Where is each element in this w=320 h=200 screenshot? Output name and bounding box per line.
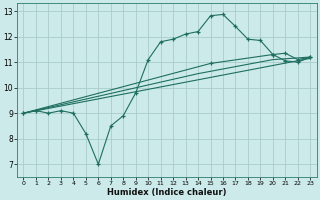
X-axis label: Humidex (Indice chaleur): Humidex (Indice chaleur) [107, 188, 227, 197]
